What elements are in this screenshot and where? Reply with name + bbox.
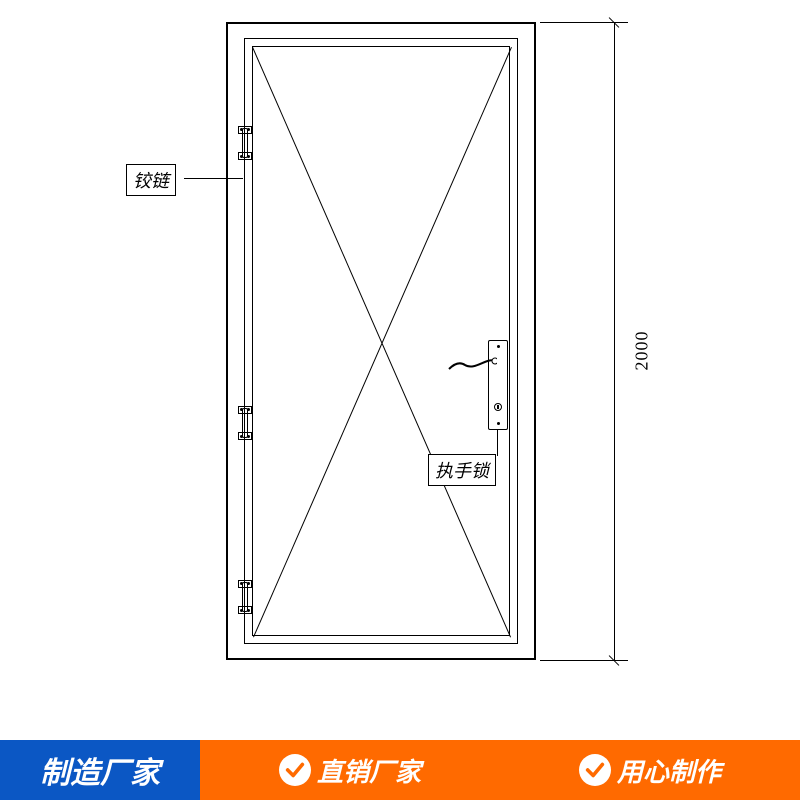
bottom-right-strip: 直销厂家 用心制作	[200, 740, 800, 800]
label-lock: 执手锁	[428, 454, 496, 486]
bottom-left-text: 制造厂家	[40, 748, 160, 792]
label-lock-text: 执手锁	[435, 461, 489, 481]
bottom-feature-text: 直销厂家	[317, 752, 421, 789]
lock-screw	[497, 422, 500, 425]
hinge-icon	[238, 582, 252, 612]
hinge-icon	[238, 128, 252, 158]
lock-plate	[488, 340, 508, 430]
bottom-feature-item: 用心制作	[500, 740, 800, 800]
bottom-feature-item: 直销厂家	[200, 740, 500, 800]
lock-keyslot	[497, 405, 499, 409]
bottom-bar: 制造厂家 直销厂家 用心制作	[0, 740, 800, 800]
lock-screw	[497, 345, 500, 348]
hinge-icon	[238, 408, 252, 438]
dim-value: 2000	[632, 331, 653, 371]
leader-line	[497, 430, 498, 456]
door-panel	[252, 46, 510, 636]
bottom-feature-text: 用心制作	[617, 752, 721, 789]
lever-handle-icon	[447, 355, 497, 379]
bottom-left-badge: 制造厂家	[0, 740, 200, 800]
dim-line	[614, 22, 615, 660]
label-hinge-text: 铰链	[133, 171, 169, 191]
check-icon	[579, 754, 611, 786]
dim-value-text: 2000	[632, 331, 652, 371]
canvas: 铰链 执手锁 2000 制造厂家 直销厂家 用心制作	[0, 0, 800, 800]
check-icon	[279, 754, 311, 786]
label-hinge: 铰链	[126, 164, 176, 196]
leader-line	[184, 178, 243, 179]
